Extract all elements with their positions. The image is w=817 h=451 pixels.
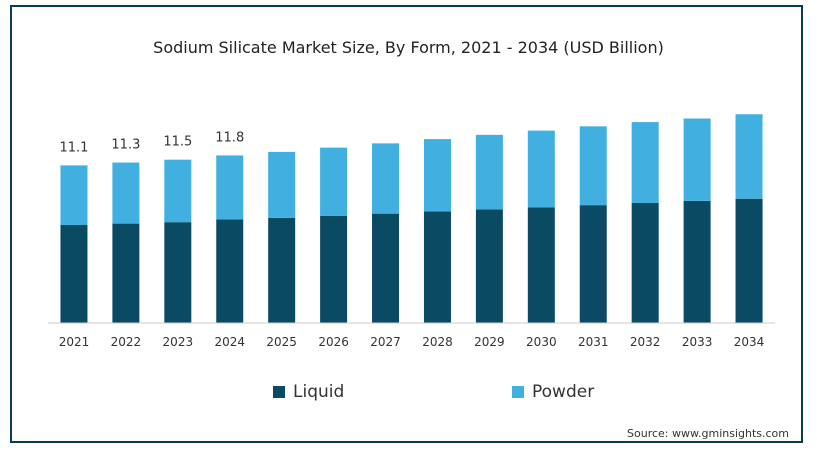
data-label: 11.3: [111, 138, 140, 153]
bar-powder-2027: [372, 143, 400, 214]
x-tick-label: 2030: [526, 335, 557, 349]
x-tick-label: 2027: [370, 335, 401, 349]
bar-powder-2025: [268, 151, 296, 218]
x-tick-label: 2021: [59, 335, 90, 349]
bar-liquid-2021: [60, 225, 88, 323]
x-tick-label: 2023: [163, 335, 194, 349]
bar-liquid-2026: [320, 215, 348, 323]
bar-liquid-2028: [423, 211, 451, 323]
source-note: Source: www.gminsights.com: [627, 427, 789, 440]
x-tick-label: 2032: [630, 335, 661, 349]
x-tick-label: 2025: [266, 335, 297, 349]
legend: Liquid Powder: [0, 382, 817, 406]
bar-powder-2032: [631, 122, 659, 204]
data-labels-group: 11.1 11.3 11.5 11.8: [59, 130, 244, 155]
bar-powder-2030: [527, 130, 555, 208]
x-tick-label: 2029: [474, 335, 505, 349]
bar-powder-2024: [216, 155, 244, 220]
bar-liquid-2024: [216, 219, 244, 323]
x-tick-label: 2024: [214, 335, 245, 349]
x-tick-label: 2026: [318, 335, 349, 349]
bar-liquid-2033: [683, 200, 711, 323]
x-tick-label: 2028: [422, 335, 453, 349]
x-tick-label: 2034: [734, 335, 765, 349]
chart-frame: [10, 5, 803, 443]
legend-swatch-liquid: [273, 386, 285, 398]
bar-liquid-2027: [372, 213, 400, 323]
bar-liquid-2025: [268, 217, 296, 323]
data-label: 11.1: [59, 140, 88, 155]
bar-liquid-2022: [112, 223, 140, 323]
bar-powder-2033: [683, 118, 711, 201]
legend-item-powder: Powder: [512, 382, 594, 402]
chart-title: Sodium Silicate Market Size, By Form, 20…: [153, 38, 664, 57]
bar-liquid-2030: [527, 207, 555, 323]
bar-powder-2026: [320, 147, 348, 216]
x-tick-label: 2031: [578, 335, 609, 349]
x-tick-label: 2033: [682, 335, 713, 349]
bar-powder-2031: [579, 126, 607, 206]
bar-powder-2034: [735, 114, 763, 199]
legend-item-liquid: Liquid: [273, 382, 344, 402]
bar-liquid-2023: [164, 222, 192, 323]
bars-group: [60, 114, 763, 323]
bar-powder-2029: [475, 134, 503, 210]
bar-liquid-2031: [579, 205, 607, 323]
bar-powder-2028: [423, 139, 451, 212]
bar-liquid-2029: [475, 209, 503, 323]
bar-liquid-2034: [735, 198, 763, 323]
legend-swatch-powder: [512, 386, 524, 398]
x-tick-label: 2022: [111, 335, 142, 349]
bar-powder-2021: [60, 165, 88, 226]
bar-powder-2023: [164, 159, 192, 223]
data-label: 11.5: [163, 135, 192, 150]
legend-label-powder: Powder: [532, 382, 595, 402]
data-label: 11.8: [215, 130, 244, 145]
x-axis-ticks: 2021 2022 2023 2024 2025 2026 2027 2028 2029 2030…: [59, 335, 765, 349]
legend-label-liquid: Liquid: [293, 382, 345, 402]
bar-powder-2022: [112, 162, 140, 224]
bar-liquid-2032: [631, 203, 659, 323]
